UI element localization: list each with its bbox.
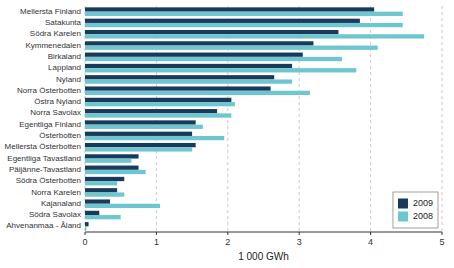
axis-line — [85, 232, 442, 233]
bar — [85, 177, 124, 181]
category-label: Norra Österbotten — [17, 86, 81, 95]
grid-line — [370, 6, 371, 232]
category-label: Birkaland — [48, 52, 81, 61]
bar — [85, 46, 378, 50]
bar — [85, 64, 292, 68]
category-label: Södra Karelen — [30, 29, 81, 38]
category-label: Norra Karelen — [31, 188, 81, 197]
bar — [85, 12, 403, 16]
tick-label: 1 — [154, 237, 159, 247]
grid-line — [442, 6, 443, 232]
bar — [85, 102, 235, 106]
bar — [85, 109, 217, 113]
tick-mark — [442, 232, 443, 235]
bar — [85, 7, 374, 11]
legend-swatch — [398, 199, 408, 209]
bar — [85, 226, 86, 230]
grid-line — [156, 6, 157, 232]
bar — [85, 136, 224, 140]
bar — [85, 91, 310, 95]
category-label: Egentliga Tavastland — [7, 154, 81, 163]
bar — [85, 192, 124, 196]
x-axis: 0 1 2 3 4 5 — [82, 232, 444, 247]
category-label: Lappland — [48, 63, 81, 72]
bar — [85, 181, 117, 185]
bar — [85, 125, 203, 129]
bar — [85, 57, 342, 61]
tick-mark — [85, 232, 86, 235]
category-label: Ahvenanmaa - Åland — [6, 221, 81, 230]
category-label: Kymmenedalen — [25, 41, 81, 50]
category-label: Nyland — [56, 75, 81, 84]
bar — [85, 86, 271, 90]
legend-label: 2008 — [413, 211, 433, 221]
grid-line — [227, 6, 228, 232]
category-label: Mellersta Finland — [20, 7, 81, 16]
tick-label: 3 — [297, 237, 302, 247]
bar — [85, 222, 89, 226]
bar — [85, 68, 356, 72]
category-label: Egentliga Finland — [19, 120, 81, 129]
legend: 2009 2008 — [393, 192, 438, 228]
bars — [85, 7, 424, 230]
bar — [85, 204, 160, 208]
bar — [85, 188, 117, 192]
category-label: Kajanaland — [41, 199, 81, 208]
bar — [85, 154, 139, 158]
grid-line — [85, 6, 86, 232]
chart: Mellersta Finland Satakunta Södra Karelen K… — [0, 0, 454, 268]
tick-mark — [370, 232, 371, 235]
category-label: Päijänne-Tavastland — [9, 165, 81, 174]
legend-frame — [393, 192, 438, 228]
bar — [85, 211, 99, 215]
bar — [85, 41, 313, 45]
category-label: Södra Savolax — [29, 210, 81, 219]
legend-label: 2009 — [413, 198, 433, 208]
category-label: Satakunta — [45, 18, 82, 27]
category-label: Södra Österbotten — [16, 176, 81, 185]
bar — [85, 113, 231, 117]
bar — [85, 23, 403, 27]
tick-label: 5 — [439, 237, 444, 247]
tick-label: 0 — [82, 237, 87, 247]
grid — [85, 6, 442, 232]
bar — [85, 215, 121, 219]
x-axis-label: 1 000 GWh — [238, 251, 289, 262]
y-tick-labels: Mellersta Finland Satakunta Södra Karelen K… — [5, 7, 82, 231]
category-label: Östra Nyland — [34, 97, 81, 106]
grid-line — [299, 6, 300, 232]
tick-label: 2 — [225, 237, 230, 247]
bar — [85, 120, 196, 124]
tick-label: 4 — [368, 237, 373, 247]
category-label: Mellersta Österbotten — [5, 142, 81, 151]
bar — [85, 132, 192, 136]
bar — [85, 147, 192, 151]
tick-mark — [156, 232, 157, 235]
category-label: Norra Savolax — [30, 108, 81, 117]
category-label: Österbotten — [39, 131, 81, 140]
bar — [85, 19, 360, 23]
bar — [85, 79, 292, 83]
bar — [85, 75, 274, 79]
bar — [85, 199, 110, 203]
bar — [85, 53, 303, 57]
bar — [85, 159, 131, 163]
bar — [85, 30, 338, 34]
bar — [85, 170, 146, 174]
legend-swatch — [398, 212, 408, 222]
tick-mark — [227, 232, 228, 235]
bar — [85, 166, 139, 170]
bar — [85, 143, 196, 147]
bar — [85, 98, 231, 102]
bar — [85, 34, 424, 38]
tick-mark — [299, 232, 300, 235]
